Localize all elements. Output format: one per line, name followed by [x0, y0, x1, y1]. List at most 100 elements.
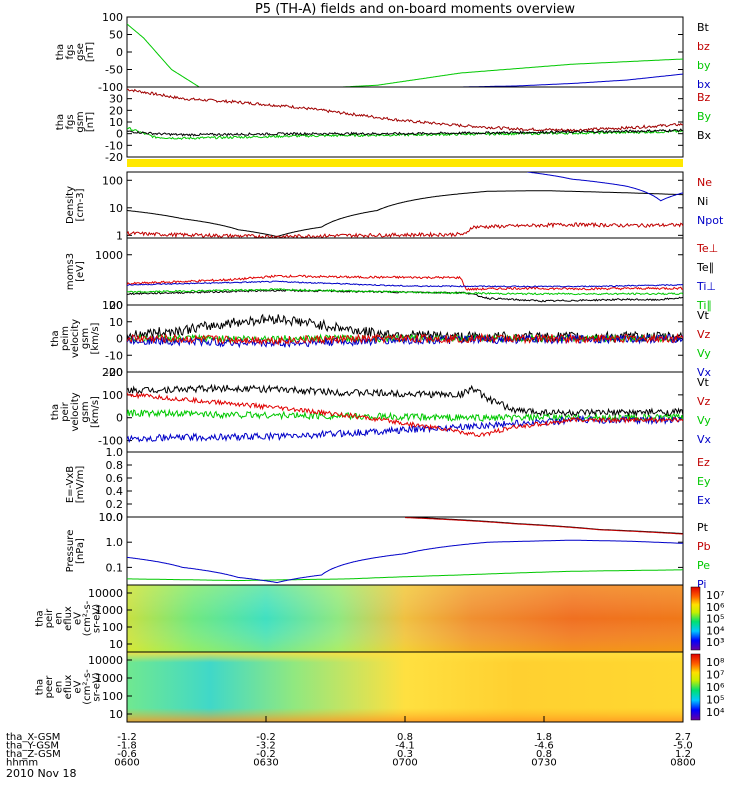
y-axis-label: thapeirenefluxeV(cm²-s-sr-eV) — [35, 600, 103, 636]
y-tick-label: 20 — [109, 299, 123, 312]
y-tick-label: 1000 — [95, 604, 123, 617]
y-tick-label: 1000 — [95, 672, 123, 685]
legend-entry: Pe — [697, 559, 710, 572]
y-tick-label: 0.6 — [106, 472, 124, 485]
colorbar-tick-label: 10⁶ — [706, 681, 725, 694]
plot-date: 2010 Nov 18 — [6, 767, 76, 780]
legend-entry: Ne — [697, 176, 712, 189]
colorbar-tick-label: 10⁷ — [706, 589, 724, 602]
ephemeris-row-label: hhmm — [6, 758, 38, 769]
y-axis-label: Density[cm-3] — [65, 186, 86, 224]
ephemeris-value: 1.2 — [675, 749, 691, 760]
y-tick-label: 50 — [109, 29, 123, 42]
y-tick-label: -10 — [105, 139, 123, 152]
legend-entry: Ti⊥ — [696, 280, 716, 293]
legend-entry: Vy — [697, 414, 711, 427]
y-tick-label: 100 — [102, 174, 123, 187]
series-line-Vz — [127, 391, 683, 438]
y-tick-label: 0.8 — [106, 459, 124, 472]
ephemeris-row-label: tha_Z-GSM — [6, 749, 61, 760]
colorbar-tick-label: 10⁴ — [706, 624, 725, 637]
legend-entry: Te⊥ — [696, 242, 718, 255]
line-panels: 100500-50-100thafgsgse[nT]Btbzbybx302010… — [50, 11, 724, 591]
series-line-Ni — [127, 190, 683, 238]
legend-entry: by — [697, 59, 711, 72]
y-tick-label: 100 — [102, 389, 123, 402]
y-axis-label: Pressure[nPa] — [65, 530, 86, 573]
y-tick-label: -10 — [105, 349, 123, 362]
y-tick-label: -20 — [105, 151, 123, 164]
y-tick-label: 10 — [109, 638, 123, 651]
legend-entry: Vz — [697, 395, 711, 408]
y-tick-label: 10 — [109, 708, 123, 721]
series-line-Vt — [127, 383, 683, 418]
legend-entry: Vz — [697, 328, 711, 341]
y-tick-label: 200 — [102, 366, 123, 379]
series-line-Pb — [405, 517, 683, 535]
series-line-Te⊥ — [127, 274, 683, 291]
panel-frame — [126, 16, 684, 88]
legend-entry: Vy — [697, 347, 711, 360]
legend-entry: Bx — [697, 129, 712, 142]
series-line-Bx — [127, 128, 683, 137]
legend-entry: bx — [697, 78, 711, 91]
legend-entry: Ni — [697, 195, 708, 208]
colorbar-tick-label: 10⁶ — [706, 601, 725, 614]
y-tick-label: 100 — [102, 299, 123, 312]
series-line-Npot — [527, 172, 683, 202]
ephemeris-value: -0.2 — [256, 732, 276, 743]
series-line-Ne — [127, 222, 683, 238]
panel-e-field: 1.00.80.60.40.20.0 E=-VxB[mV/m] Ez Ey Ex — [65, 446, 711, 524]
series-line-by — [127, 23, 683, 87]
y-tick-label: 30 — [109, 93, 123, 106]
ephemeris-row-label: tha_X-GSM — [6, 732, 60, 743]
colorbar-tick-label: 10³ — [706, 636, 724, 649]
series-line-Pe — [127, 569, 683, 582]
ephemeris-value: 2.7 — [675, 732, 691, 743]
y-tick-label: 10 — [109, 116, 123, 129]
y-tick-label: 0 — [116, 412, 123, 425]
legend-entry: Ex — [697, 494, 711, 507]
ephemeris-value: 1.8 — [536, 732, 552, 743]
y-tick-label: 0.2 — [106, 498, 124, 511]
legend-entry: Vt — [697, 309, 710, 322]
series-line-By — [127, 127, 683, 141]
y-axis-label: thafgsgse[nT] — [55, 42, 96, 62]
ephemeris-value: -4.1 — [395, 741, 415, 752]
spectrogram-peir-en-eflux: 10000 1000 100 10 thapeirenefluxeV(cm²-s-sr-… — [35, 584, 725, 653]
y-axis-label: E=-VxB[mV/m] — [65, 466, 86, 504]
y-tick-label: 1000 — [95, 249, 123, 262]
legend-entry: Pb — [697, 540, 711, 553]
y-tick-label: 0.1 — [106, 561, 124, 574]
legend-entry: Pi — [697, 578, 706, 591]
y-tick-label: 100 — [102, 11, 123, 24]
ephemeris-value: 0600 — [114, 758, 139, 769]
y-tick-label: -100 — [98, 81, 123, 94]
panel-frame — [126, 451, 684, 518]
y-tick-label: 10000 — [88, 587, 123, 600]
legend-entry: By — [697, 110, 712, 123]
panel-frame — [126, 516, 684, 586]
series-line-Ti⊥ — [127, 280, 683, 288]
y-tick-label: 100 — [102, 690, 123, 703]
series-line-Vx — [127, 414, 683, 444]
colorbar — [690, 653, 701, 721]
y-tick-label: 1.0 — [106, 446, 124, 459]
ephemeris-value: -3.2 — [256, 741, 276, 752]
legend-entry: Vx — [697, 366, 712, 379]
y-axis-label: thapeimvelocitygsm[km/s] — [50, 319, 101, 358]
colorbar — [690, 586, 701, 651]
series-line-Bz — [127, 88, 683, 133]
panel-peir-velocity: 200 100 0 -100 thapeirvelocitygsm[km/s] Vt Vz V… — [50, 366, 712, 453]
ephemeris-value: 0800 — [670, 758, 695, 769]
mode-bar — [127, 159, 683, 167]
ephemeris-value: -4.6 — [534, 741, 554, 752]
legend-entry: Te∥ — [696, 261, 714, 274]
legend-entry: Ey — [697, 475, 711, 488]
ephemeris-value: -0.2 — [256, 749, 276, 760]
panel-pressure: 10.0 1.0 0.1 Pressure[nPa] Pt Pb Pe Pi — [65, 511, 711, 591]
plot-title: P5 (TH-A) fields and on-board moments ov… — [255, 2, 575, 17]
y-axis-label: moms3[eV] — [65, 253, 86, 290]
y-tick-label: 0.4 — [106, 485, 124, 498]
